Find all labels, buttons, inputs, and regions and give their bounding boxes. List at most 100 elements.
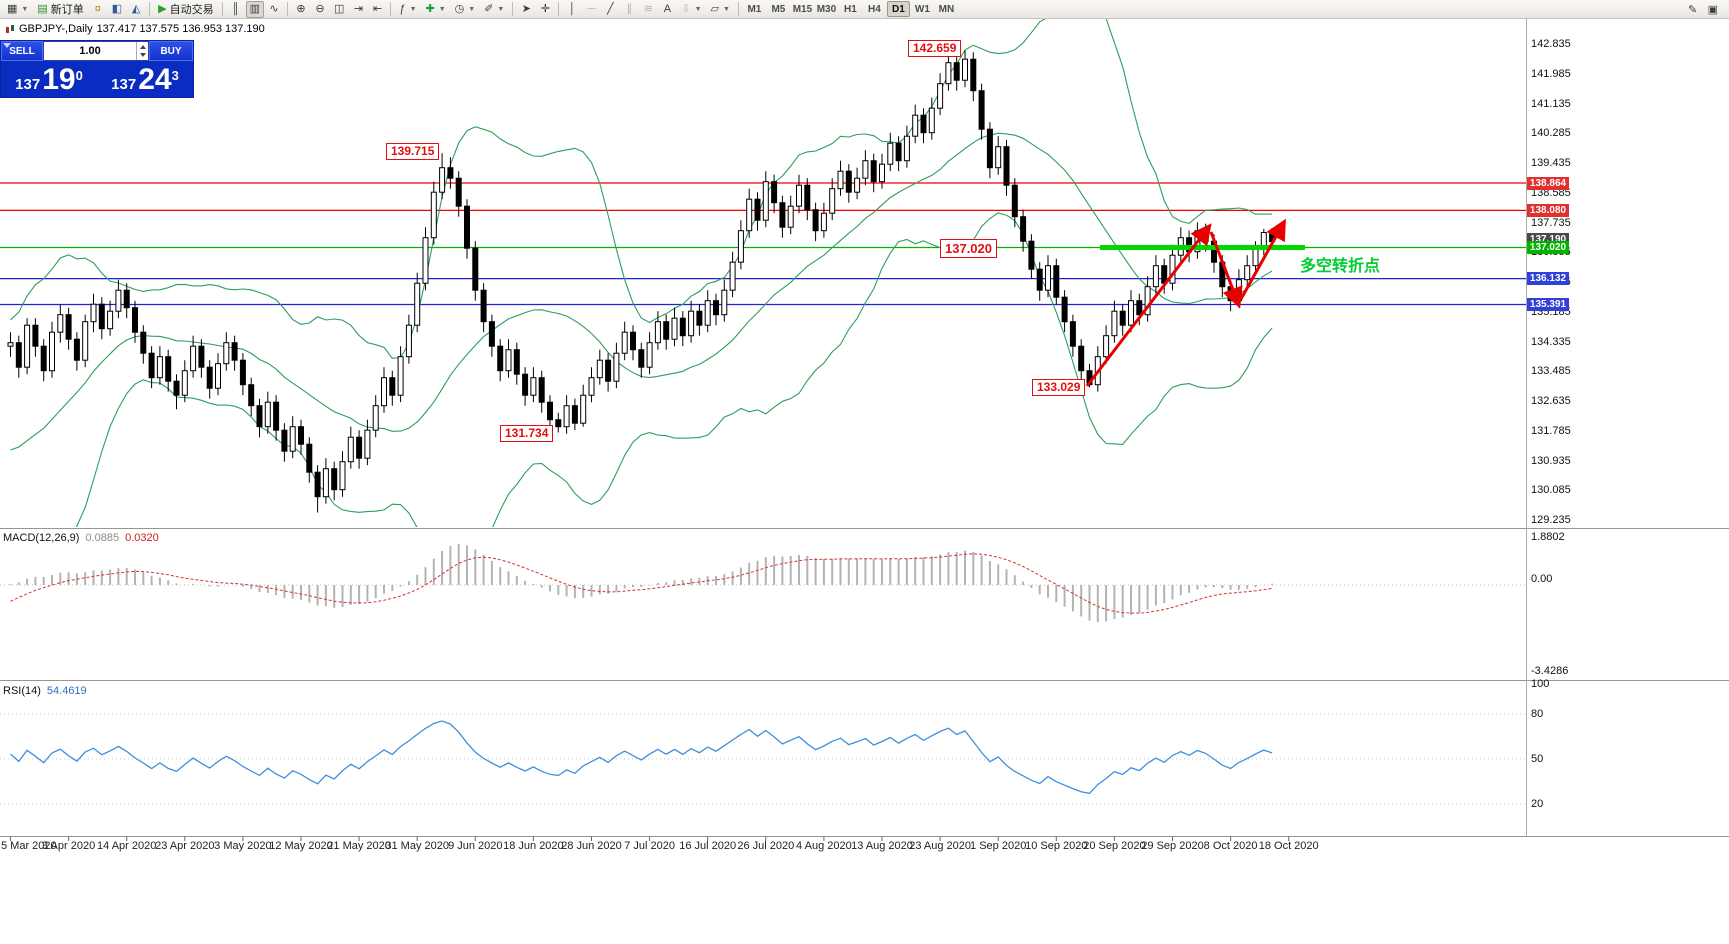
navigator-button[interactable]: ◭	[127, 1, 145, 18]
zoom-in-icon: ⊕	[296, 2, 306, 15]
trendline-icon: ╱	[607, 2, 614, 15]
timeframe-h1-button[interactable]: H1	[844, 3, 857, 15]
add-object-icon: ✚	[425, 2, 435, 15]
add-object-button[interactable]: ✚ ▼	[422, 1, 450, 18]
indicators-icon: ƒ	[399, 2, 406, 15]
chevron-down-icon: ▼	[438, 5, 446, 13]
toolbar-separator	[512, 2, 514, 16]
tile-windows-button[interactable]: ◫	[330, 1, 348, 18]
chevron-down-icon: ▼	[468, 5, 476, 13]
chart-shift-button[interactable]: ⇤	[368, 1, 386, 18]
vertical-line-icon: │	[568, 2, 576, 15]
chart-window-icon	[6, 25, 14, 33]
timeframe-mn-button[interactable]: MN	[938, 3, 955, 15]
chart-profile-icon[interactable]: ✎	[1687, 3, 1698, 16]
toolbar: ▦ ▼ ▤ 新订单 ¤ ◧ ◭ ▶ 自动交易 ║ ▥ ∿ ⊕ ⊖ ◫ ⇥ ⇤ ƒ ▼ ✚ ▼ ◷ ▼ ✐ ▼ ➤ ✛ │ ─ ╱ ∥ ≋ A ⇩ ▼…	[0, 0, 1729, 19]
volume-input[interactable]: 1.00	[43, 41, 149, 61]
line-chart-icon: ∿	[269, 2, 279, 15]
toolbar-separator	[149, 2, 151, 16]
new-order-button[interactable]: ▤ 新订单	[33, 1, 87, 18]
chevron-down-icon: ▼	[694, 5, 702, 13]
chart-title: GBPJPY-,Daily 137.417 137.575 136.953 13…	[5, 23, 265, 35]
cursor-button[interactable]: ➤	[517, 1, 535, 18]
rsi-panel	[0, 713, 1526, 805]
templates-button[interactable]: ✐ ▼	[480, 1, 508, 18]
zoom-in-button[interactable]: ⊕	[292, 1, 310, 18]
timeframe-m5-button[interactable]: M5	[771, 3, 786, 15]
bid-price[interactable]: 137 19 0	[15, 63, 83, 96]
one-click-trading-panel: SELL 1.00 BUY 137 19 0 137 24 3	[0, 40, 194, 98]
toolbar-separator	[558, 2, 560, 16]
fibonacci-button: ≋	[639, 1, 657, 18]
market-watch-icon: ¤	[94, 2, 101, 15]
candlestick-chart-button[interactable]: ▥	[245, 0, 265, 18]
volume-spinner	[136, 42, 148, 60]
line-chart-button[interactable]: ∿	[265, 1, 283, 18]
periodicity-button[interactable]: ◷ ▼	[451, 1, 480, 18]
volume-down-icon[interactable]	[137, 51, 148, 60]
autotrading-button-label: 自动交易	[169, 4, 214, 16]
buy-button[interactable]: BUY	[149, 41, 193, 61]
macd-indicator-label: MACD(12,26,9) 0.0885 0.0320	[3, 532, 159, 544]
ask-price[interactable]: 137 24 3	[111, 63, 179, 96]
new-order-button-label: 新订单	[50, 4, 84, 16]
toolbar-right-icons: ✎ ▣	[1684, 1, 1726, 18]
timeframe-m30-button[interactable]: M30	[816, 3, 837, 15]
zoom-out-icon: ⊖	[315, 2, 325, 15]
navigator-icon: ◭	[131, 2, 141, 15]
chevron-down-icon: ▼	[497, 5, 505, 13]
toolbar-separator	[221, 2, 223, 16]
collapse-trade-panel-icon[interactable]	[3, 43, 11, 48]
price-annotation[interactable]: 139.715	[386, 143, 440, 160]
toolbar-separator	[390, 2, 392, 16]
chevron-down-icon: ▼	[722, 5, 730, 13]
trend-arrows	[1085, 218, 1286, 387]
timeframe-d1-button[interactable]: D1	[886, 1, 910, 17]
tile-windows-icon: ◫	[334, 2, 345, 15]
equidistant-channel-icon: ∥	[626, 2, 633, 15]
chart-ohlc-values: 137.417 137.575 136.953 137.190	[96, 23, 265, 35]
vertical-line-button[interactable]: │	[563, 1, 581, 18]
arrows-tool-icon: ⇩	[681, 2, 691, 15]
zoom-out-button[interactable]: ⊖	[311, 1, 329, 18]
sell-button[interactable]: SELL	[1, 41, 43, 61]
templates-icon: ✐	[484, 2, 494, 15]
text-label-icon: A	[663, 2, 672, 15]
fibonacci-icon: ≋	[643, 2, 653, 15]
horizontal-line-icon: ─	[587, 2, 596, 15]
crosshair-icon: ✛	[540, 2, 550, 15]
timeframe-m1-button[interactable]: M1	[747, 3, 762, 15]
crosshair-button[interactable]: ✛	[536, 1, 554, 18]
price-annotation[interactable]: 137.020	[940, 239, 997, 258]
volume-up-icon[interactable]	[137, 42, 148, 51]
new-order-icon: ▤	[37, 2, 48, 15]
autotrading-button[interactable]: ▶ 自动交易	[154, 1, 217, 18]
shapes-button[interactable]: ▱ ▼	[707, 1, 734, 18]
new-chart-icon: ▦	[7, 2, 18, 15]
new-chart-button[interactable]: ▦ ▼	[3, 1, 32, 18]
market-watch-button[interactable]: ¤	[89, 1, 107, 18]
auto-scroll-button[interactable]: ⇥	[349, 1, 367, 18]
arrows-tool-button: ⇩ ▼	[677, 1, 705, 18]
price-annotation[interactable]: 142.659	[908, 40, 962, 57]
data-window-button[interactable]: ◧	[108, 1, 126, 18]
auto-scroll-icon: ⇥	[353, 2, 364, 15]
chart-symbol-period: GBPJPY-,Daily	[19, 23, 93, 35]
timeframe-m15-button[interactable]: M15	[792, 3, 813, 15]
bar-chart-icon: ║	[231, 2, 240, 15]
indicators-button[interactable]: ƒ ▼	[395, 1, 420, 18]
trendline-button[interactable]: ╱	[601, 1, 619, 18]
price-annotation[interactable]: 133.029	[1032, 379, 1086, 396]
price-annotation[interactable]: 131.734	[500, 425, 554, 442]
volume-value: 1.00	[79, 45, 101, 57]
text-label-button[interactable]: A	[658, 1, 676, 18]
cursor-icon: ➤	[521, 2, 531, 15]
timeframe-h4-button[interactable]: H4	[868, 3, 881, 15]
horizontal-line-button: ─	[582, 1, 600, 18]
timeframe-w1-button[interactable]: W1	[914, 3, 930, 15]
bar-chart-button[interactable]: ║	[227, 1, 245, 18]
window-list-icon[interactable]: ▣	[1707, 3, 1718, 16]
data-window-icon: ◧	[111, 2, 123, 15]
